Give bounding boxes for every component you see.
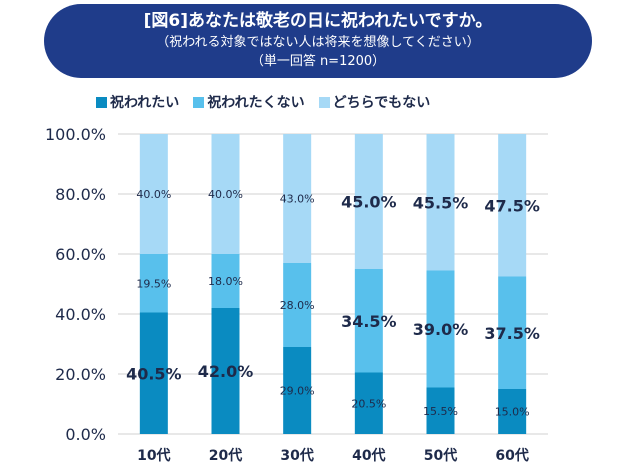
bar-segment: [139, 254, 168, 313]
chart-subtitle: （祝われる対象ではない人は将来を想像してください）: [156, 35, 480, 50]
data-label: 15.0%: [495, 406, 530, 419]
data-label: 20.5%: [351, 397, 386, 410]
legend-item-neither: どちらでもない: [318, 92, 431, 112]
data-label: 15.5%: [423, 405, 458, 418]
bar-segment: [426, 387, 455, 434]
bar-segment: [426, 270, 455, 388]
data-label: 45.5%: [413, 193, 469, 212]
data-label: 45.0%: [341, 193, 397, 212]
legend-swatch-not-want: [193, 96, 205, 108]
bar-segment: [498, 276, 527, 389]
sample-size-note: （単一回答 n=1200）: [250, 54, 386, 69]
x-tick-label: 30代: [280, 447, 313, 464]
data-label: 42.0%: [198, 362, 254, 381]
bar-segment: [211, 308, 240, 434]
legend-label-not-want: 祝われたくない: [207, 95, 305, 111]
y-tick-label: 20.0%: [55, 365, 106, 384]
bar-segment: [211, 134, 240, 254]
data-label: 39.0%: [413, 320, 469, 339]
legend-swatch-neither: [318, 96, 330, 108]
bar-segment: [139, 134, 168, 254]
data-label: 18.0%: [208, 275, 243, 288]
data-label: 19.5%: [136, 277, 171, 290]
data-label: 29.0%: [280, 385, 315, 398]
x-tick-label: 10代: [137, 447, 170, 464]
legend-label-neither: どちらでもない: [332, 95, 431, 111]
y-tick-label: 60.0%: [55, 245, 106, 264]
chart-title-banner: [図6]あなたは敬老の日に祝われたいですか。 （祝われる対象ではない人は将来を想…: [44, 4, 592, 78]
x-tick-label: 60代: [495, 447, 528, 464]
bar-segment: [354, 269, 383, 373]
legend-label-want: 祝われたい: [110, 95, 180, 111]
legend-item-not-want: 祝われたくない: [193, 92, 305, 112]
data-label: 40.0%: [208, 188, 243, 201]
bar-segment: [498, 389, 527, 434]
bar-segment: [426, 134, 455, 271]
x-tick-label: 20代: [209, 447, 242, 464]
chart-title: [図6]あなたは敬老の日に祝われたいですか。: [143, 11, 493, 31]
y-tick-label: 80.0%: [55, 185, 106, 204]
chart-legend: 祝われたい 祝われたくない どちらでもない: [96, 92, 444, 112]
data-label: 28.0%: [280, 299, 315, 312]
data-label: 47.5%: [484, 196, 540, 215]
data-label: 40.0%: [136, 188, 171, 201]
bar-segment: [354, 134, 383, 269]
bar-segment: [283, 263, 312, 347]
y-tick-label: 40.0%: [55, 305, 106, 324]
bar-segment: [354, 372, 383, 434]
bar-segment: [211, 254, 240, 308]
data-label: 34.5%: [341, 312, 397, 331]
x-tick-label: 50代: [424, 447, 457, 464]
data-label: 37.5%: [484, 324, 540, 343]
y-tick-label: 100.0%: [45, 125, 106, 144]
bar-segment: [283, 134, 312, 263]
bar-segment: [139, 312, 168, 434]
bar-segment: [498, 134, 527, 277]
data-label: 40.5%: [126, 364, 182, 383]
bar-segment: [283, 347, 312, 434]
x-tick-label: 40代: [352, 447, 385, 464]
legend-item-want: 祝われたい: [96, 92, 179, 112]
y-tick-label: 0.0%: [65, 425, 106, 444]
legend-swatch-want: [96, 96, 107, 108]
data-label: 43.0%: [280, 193, 315, 206]
